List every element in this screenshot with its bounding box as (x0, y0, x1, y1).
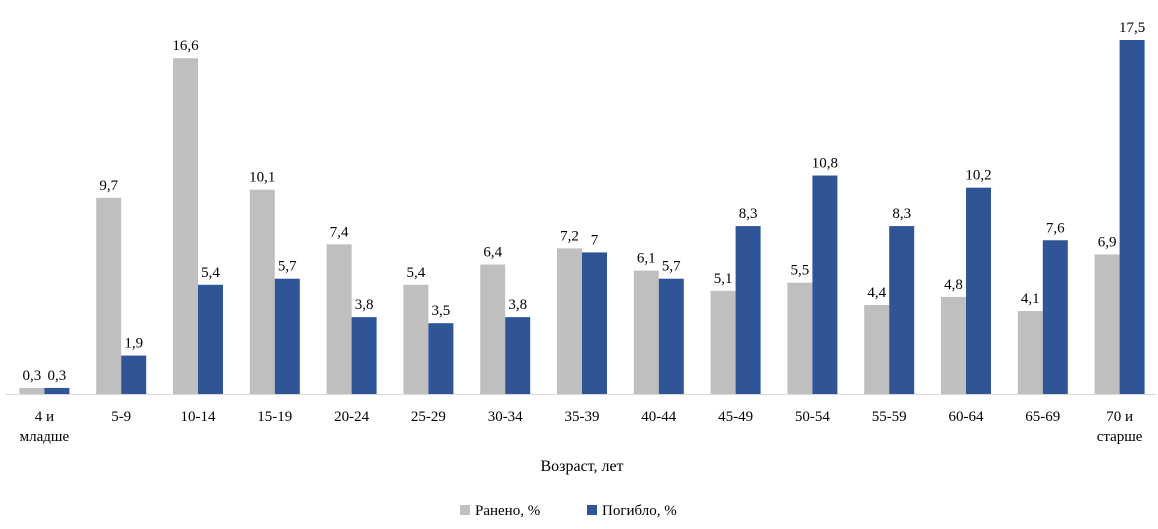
x-tick-label: 55-59 (872, 409, 907, 425)
x-tick-label: 60-64 (949, 409, 984, 425)
data-label-injured: 0,3 (23, 368, 42, 384)
bar-killed (812, 175, 838, 394)
x-tick-label: 35-39 (565, 409, 600, 425)
bar-injured (96, 197, 122, 394)
legend-item-injured: Ранено, % (460, 503, 540, 519)
bar-injured (326, 244, 352, 394)
bar-injured (480, 264, 506, 394)
x-tick-label: 25-29 (411, 409, 446, 425)
data-label-injured: 6,9 (1098, 234, 1117, 250)
data-label-injured: 5,4 (407, 265, 426, 281)
data-label-killed: 1,9 (124, 336, 143, 352)
data-label-killed: 10,2 (965, 168, 991, 184)
bar-injured (1094, 254, 1120, 394)
bar-killed (889, 226, 915, 394)
data-label-injured: 6,1 (637, 251, 656, 267)
x-tick-labels-layer: 4 и младше 5-9 10-14 15-19 20-24 25-29 30-34 35-… (20, 409, 1143, 445)
data-label-killed: 7 (591, 232, 599, 248)
data-label-injured: 16,6 (172, 38, 199, 54)
bar-killed (198, 284, 223, 394)
data-label-injured: 4,8 (944, 277, 963, 293)
data-label-killed: 5,7 (278, 259, 297, 275)
x-tick-label: 50-54 (795, 409, 830, 425)
x-tick-label: 30-34 (488, 409, 523, 425)
x-tick-label: 45-49 (718, 409, 753, 425)
legend-label: Ранено, % (475, 503, 540, 519)
data-label-killed: 8,3 (892, 206, 911, 222)
x-tick-label: младше (20, 429, 70, 445)
bar-killed (351, 317, 377, 394)
data-label-killed: 3,8 (355, 297, 374, 313)
x-tick-label: 70 и (1106, 409, 1133, 425)
bar-injured (941, 296, 966, 394)
bars-layer (19, 40, 1145, 395)
data-label-killed: 5,7 (662, 259, 681, 275)
bar-killed (1042, 240, 1068, 394)
data-label-injured: 7,2 (560, 228, 579, 244)
x-tick-label: 40-44 (641, 409, 676, 425)
legend-swatch (460, 505, 470, 515)
bar-killed (505, 317, 531, 394)
bar-injured (864, 304, 890, 394)
data-label-injured: 5,1 (714, 271, 733, 287)
bar-injured (173, 58, 198, 395)
bar-injured (403, 284, 429, 394)
x-tick-label: 15-19 (257, 409, 292, 425)
data-label-injured: 9,7 (99, 178, 118, 194)
data-label-killed: 7,6 (1046, 220, 1065, 236)
bar-injured (557, 248, 582, 394)
bar-injured (19, 387, 45, 394)
x-tick-label: 65-69 (1025, 409, 1060, 425)
data-label-killed: 8,3 (739, 206, 758, 222)
legend-label: Погибло, % (602, 503, 677, 519)
data-label-injured: 6,4 (483, 245, 502, 261)
bar-killed (121, 355, 147, 394)
bar-killed (274, 278, 300, 394)
data-label-killed: 17,5 (1119, 20, 1145, 36)
bar-injured (1017, 311, 1043, 394)
data-label-injured: 5,5 (791, 263, 810, 279)
bar-killed (44, 387, 70, 394)
bar-killed (1119, 40, 1145, 394)
bar-killed (428, 323, 454, 394)
bar-killed (735, 226, 761, 394)
x-axis-title: Возраст, лет (540, 458, 623, 475)
bar-killed (582, 252, 607, 394)
data-label-killed: 10,8 (812, 156, 838, 172)
bar-injured (710, 290, 736, 394)
value-labels-layer: 0,3 0,3 9,7 1,9 16,6 5,4 10,1 5,7 7,4 3,8 5,4 3,5 6,… (23, 20, 1146, 384)
legend: Ранено, % Погибло, % (460, 503, 677, 519)
bar-injured (633, 270, 659, 394)
x-tick-label: 20-24 (334, 409, 369, 425)
x-tick-label: старше (1097, 429, 1143, 445)
data-label-injured: 4,1 (1021, 291, 1040, 307)
data-label-killed: 0,3 (48, 368, 67, 384)
bar-injured (249, 189, 275, 394)
legend-item-killed: Погибло, % (587, 503, 677, 519)
legend-swatch (587, 505, 597, 515)
data-label-killed: 3,8 (508, 297, 527, 313)
x-tick-label: 5-9 (111, 409, 131, 425)
bar-killed (966, 187, 991, 394)
x-tick-label: 4 и (35, 409, 54, 425)
data-label-killed: 5,4 (201, 265, 220, 281)
x-tick-label: 10-14 (181, 409, 216, 425)
data-label-injured: 10,1 (249, 170, 275, 186)
bar-injured (787, 282, 813, 394)
data-label-injured: 4,4 (867, 285, 886, 301)
bar-killed (658, 278, 684, 394)
data-label-killed: 3,5 (432, 303, 451, 319)
data-label-injured: 7,4 (330, 224, 349, 240)
